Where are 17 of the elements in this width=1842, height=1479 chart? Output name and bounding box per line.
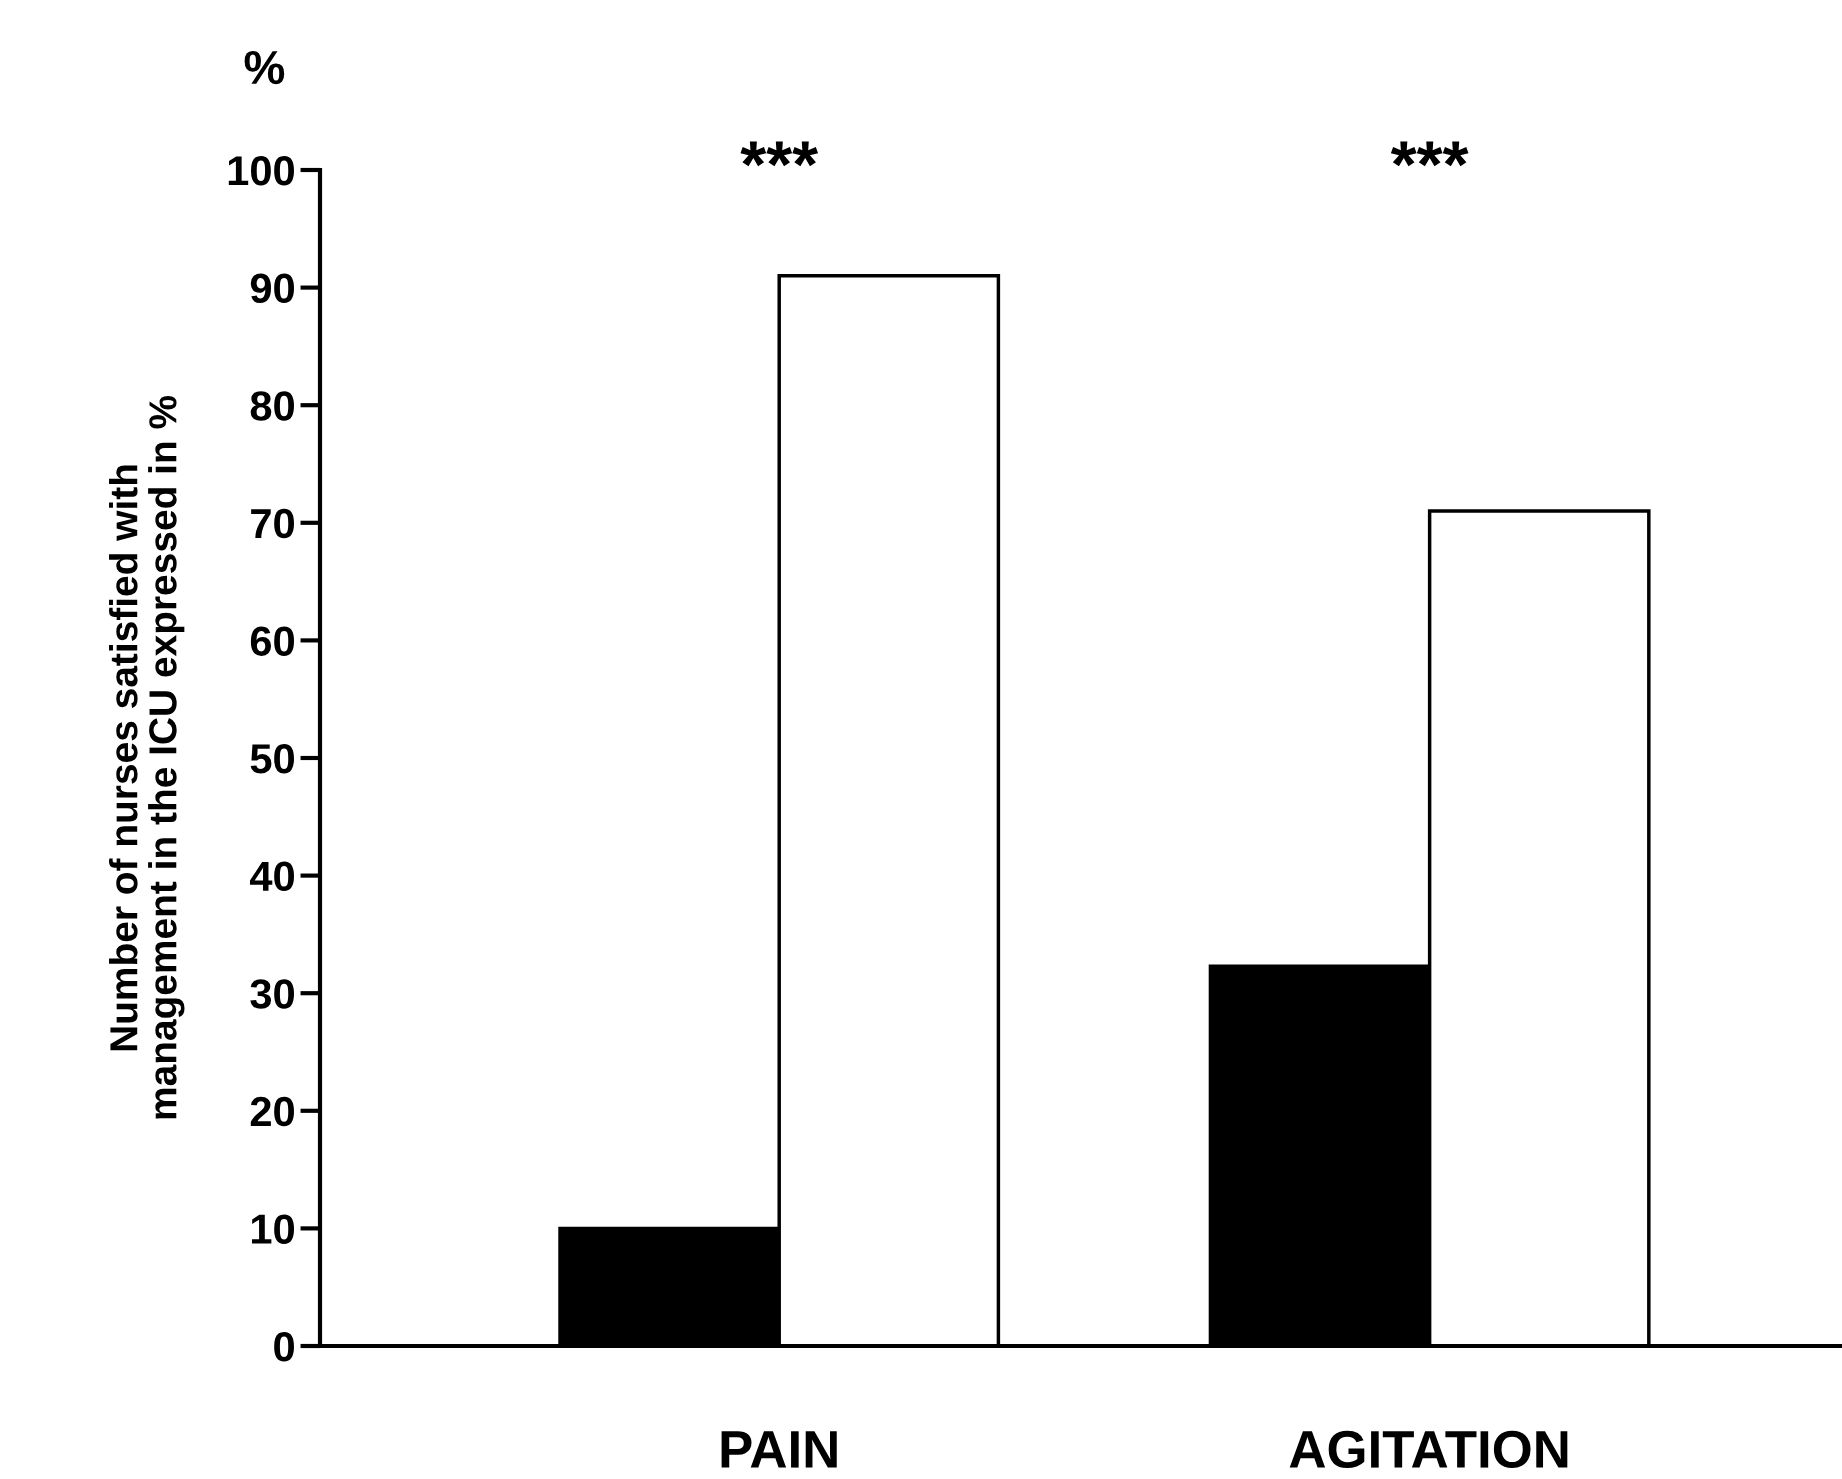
y-tick-label: 80: [250, 391, 294, 421]
y-tick-label: 100: [228, 156, 294, 186]
y-tick-label: 90: [250, 273, 294, 304]
y-tick-label: 50: [250, 744, 294, 774]
y-tick-label: 10: [251, 1214, 294, 1244]
x-tick-label: PAIN: [721, 1431, 837, 1468]
y-tick-label: 60: [250, 626, 294, 656]
text: ***: [740, 141, 819, 167]
x-tick-label: AGITATION: [1289, 1430, 1568, 1469]
y-axis-title: Number of nurses satisfied with management in the ICU expressed in %: [109, 395, 185, 1119]
text: ***: [1390, 141, 1469, 167]
y-tick-label: 30: [250, 979, 294, 1009]
y-tick-label: 40: [249, 861, 294, 892]
y-tick-label: 0: [274, 1332, 294, 1362]
y-tick-label: 70: [251, 508, 294, 539]
y-tick-label: 20: [250, 1096, 294, 1127]
text: %: [244, 50, 285, 85]
